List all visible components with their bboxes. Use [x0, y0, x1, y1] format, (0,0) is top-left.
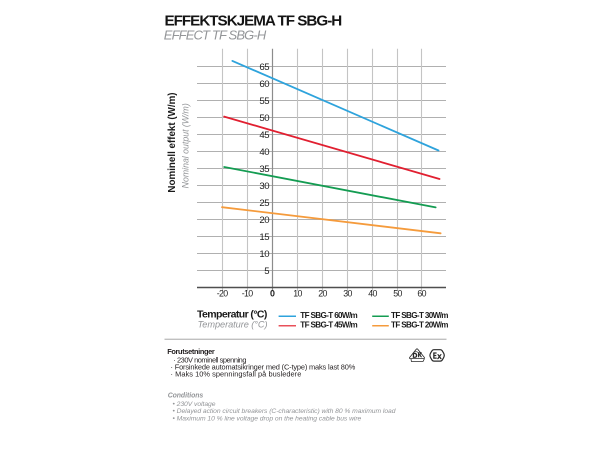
svg-text:25: 25: [259, 198, 269, 209]
svg-text:40: 40: [259, 147, 269, 158]
svg-text:50: 50: [259, 113, 269, 124]
svg-text:Temperatur (°C): Temperatur (°C): [197, 308, 267, 320]
svg-text:40: 40: [368, 288, 377, 298]
svg-text:· Maks 10% spenningsfall på bu: · Maks 10% spenningsfall på busledere: [171, 370, 302, 379]
svg-text:15: 15: [259, 232, 269, 243]
svg-text:-10: -10: [242, 288, 253, 298]
svg-text:35: 35: [259, 164, 269, 175]
svg-text:60: 60: [417, 288, 426, 298]
svg-text:TF SBG-T 60W/m: TF SBG-T 60W/m: [300, 311, 357, 320]
svg-text:10: 10: [293, 288, 302, 298]
svg-text:10: 10: [259, 249, 269, 260]
svg-text:65: 65: [259, 62, 269, 73]
svg-text:Temperature (°C): Temperature (°C): [198, 320, 268, 330]
svg-text:Conditions: Conditions: [168, 393, 204, 400]
svg-text:45: 45: [259, 130, 269, 141]
svg-text:30: 30: [343, 288, 352, 298]
svg-text:• Maximum 10 % line voltage dr: • Maximum 10 % line voltage drop on the …: [173, 415, 362, 422]
svg-text:TF SBG-T 45W/m: TF SBG-T 45W/m: [300, 321, 357, 330]
svg-text:EFFECT TF SBG-H: EFFECT TF SBG-H: [164, 27, 267, 42]
svg-text:· Forsinkede automatsikringer: · Forsinkede automatsikringer med (C-typ…: [171, 363, 356, 372]
svg-text:• 230V voltage: • 230V voltage: [173, 401, 216, 408]
svg-text:TF SBG-T 20W/m: TF SBG-T 20W/m: [391, 321, 448, 330]
svg-text:30: 30: [259, 181, 269, 192]
svg-text:20: 20: [318, 288, 327, 298]
svg-text:• Delayed action circuit break: • Delayed action circuit breakers (C-cha…: [173, 408, 396, 415]
svg-text:20: 20: [259, 215, 269, 226]
svg-text:50: 50: [393, 288, 402, 298]
svg-text:Nominell effekt (W/m): Nominell effekt (W/m): [167, 92, 178, 192]
svg-text:Nominal output (W/m): Nominal output (W/m): [180, 103, 190, 188]
svg-text:TF SBG-T 30W/m: TF SBG-T 30W/m: [391, 311, 448, 320]
svg-text:Forutsetninger: Forutsetninger: [167, 347, 215, 356]
svg-text:EFFEKTSKJEMA TF SBG-H: EFFEKTSKJEMA TF SBG-H: [165, 13, 342, 30]
svg-text:0: 0: [270, 288, 275, 298]
svg-text:-20: -20: [217, 288, 228, 298]
svg-text:60: 60: [259, 79, 269, 90]
svg-text:· 230V nominell spenning: · 230V nominell spenning: [173, 355, 246, 364]
svg-text:55: 55: [259, 96, 269, 107]
svg-text:5: 5: [264, 266, 269, 277]
